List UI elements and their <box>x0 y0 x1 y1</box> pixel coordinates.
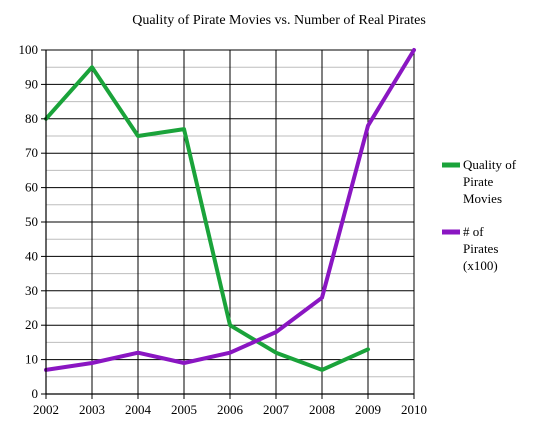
x-tick-label: 2006 <box>217 402 244 417</box>
x-tick-label: 2010 <box>401 402 427 417</box>
y-tick-label: 20 <box>25 317 38 332</box>
y-tick-label: 80 <box>25 111 38 126</box>
x-tick-labels: 2002 2003 2004 2005 2006 2007 2008 2009 2010 <box>33 402 427 417</box>
legend-label-1: Movies <box>463 191 502 206</box>
legend-label-2: # of <box>463 224 484 239</box>
legend-label-2: (x100) <box>463 258 498 273</box>
legend-label-1: Quality of <box>463 157 517 172</box>
y-tick-label: 50 <box>25 214 38 229</box>
y-tick-label: 100 <box>19 42 39 57</box>
y-tick-label: 90 <box>25 76 38 91</box>
x-tick-label: 2002 <box>33 402 59 417</box>
y-tick-label: 0 <box>32 386 39 401</box>
y-tick-label: 60 <box>25 180 38 195</box>
x-tick-label: 2009 <box>355 402 381 417</box>
series-line-2 <box>44 48 416 372</box>
x-tick-label: 2005 <box>171 402 197 417</box>
y-tick-label: 70 <box>25 145 38 160</box>
x-tick-label: 2007 <box>263 402 290 417</box>
axes <box>41 49 415 399</box>
x-tick-label: 2004 <box>125 402 152 417</box>
x-tick-label: 2008 <box>309 402 335 417</box>
y-tick-labels: 0 10 20 30 40 50 60 70 80 90 100 <box>19 42 39 401</box>
y-tick-label: 40 <box>25 248 38 263</box>
y-tick-label: 10 <box>25 352 38 367</box>
chart-title: Quality of Pirate Movies vs. Number of R… <box>132 13 426 28</box>
legend: Quality of Pirate Movies # of Pirates (x100) <box>442 157 517 273</box>
legend-label-2: Pirates <box>463 241 498 256</box>
series-layer <box>44 48 416 372</box>
y-tick-label: 30 <box>25 283 38 298</box>
legend-label-1: Pirate <box>463 174 494 189</box>
series-line-1 <box>44 65 370 372</box>
x-tick-label: 2003 <box>79 402 105 417</box>
